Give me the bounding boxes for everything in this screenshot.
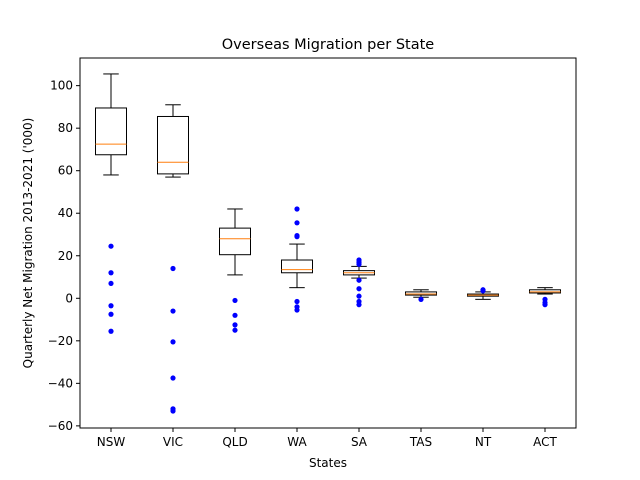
x-tick-label: WA: [287, 435, 307, 449]
outlier-point: [294, 307, 300, 313]
outlier-point: [356, 277, 362, 283]
plot-area: −60 −40 −20 0 20 40 60 80 100 NSW VIC QLD WA SA TAS NT A…: [48, 73, 561, 449]
outlier-point: [170, 375, 176, 381]
x-axis-label: States: [309, 456, 347, 470]
outlier-point: [108, 280, 114, 287]
outlier-point: [356, 302, 362, 308]
box-wa: [281, 259, 313, 274]
x-tick-label: QLD: [222, 435, 247, 449]
y-tick-label: 20: [58, 249, 73, 263]
y-tick-label: 80: [58, 121, 73, 135]
y-tick-label: −20: [48, 334, 73, 348]
outlier-point: [542, 302, 548, 308]
outlier-point: [232, 327, 238, 333]
y-tick-label: 60: [58, 164, 73, 178]
box-qld: [219, 227, 251, 256]
x-tick-label: TAS: [409, 435, 432, 449]
y-tick-label: 40: [58, 206, 73, 220]
outlier-point: [356, 286, 362, 292]
x-tick-label: VIC: [163, 435, 183, 449]
outlier-point: [294, 298, 300, 305]
box-vic: [157, 115, 189, 175]
y-tick-label: −60: [48, 419, 73, 433]
y-tick-label: 0: [65, 291, 73, 305]
outlier-point: [294, 206, 300, 212]
outlier-point: [170, 265, 176, 272]
x-tick-label: NSW: [97, 435, 126, 449]
box-act: [529, 289, 561, 294]
y-axis-label: Quarterly Net Migration 2013-2021 ('000): [21, 118, 35, 369]
x-tick-label: ACT: [533, 435, 557, 449]
outlier-point: [232, 297, 238, 304]
y-tick-label: −40: [48, 376, 73, 390]
outlier-point: [294, 220, 300, 226]
outlier-point: [170, 308, 176, 314]
y-tick-label: 100: [50, 79, 73, 93]
outlier-point: [108, 243, 114, 249]
outlier-point: [108, 270, 114, 276]
outlier-point: [418, 296, 424, 302]
outlier-point: [170, 408, 176, 414]
axes-frame: [79, 57, 577, 429]
outlier-point: [294, 234, 300, 240]
box-tas: [405, 291, 437, 296]
x-tick-label: NT: [475, 435, 492, 449]
outlier-point: [108, 328, 114, 334]
outlier-point: [108, 311, 114, 317]
outlier-point: [170, 339, 176, 345]
outlier-point: [356, 261, 362, 267]
x-tick-label: SA: [351, 435, 368, 449]
box-nsw: [95, 107, 127, 156]
chart-title: Overseas Migration per State: [222, 37, 435, 53]
outlier-point: [232, 312, 238, 318]
outlier-point: [356, 293, 362, 299]
outlier-point: [108, 303, 114, 309]
outlier-point: [480, 288, 486, 294]
outlier-point: [232, 322, 238, 328]
